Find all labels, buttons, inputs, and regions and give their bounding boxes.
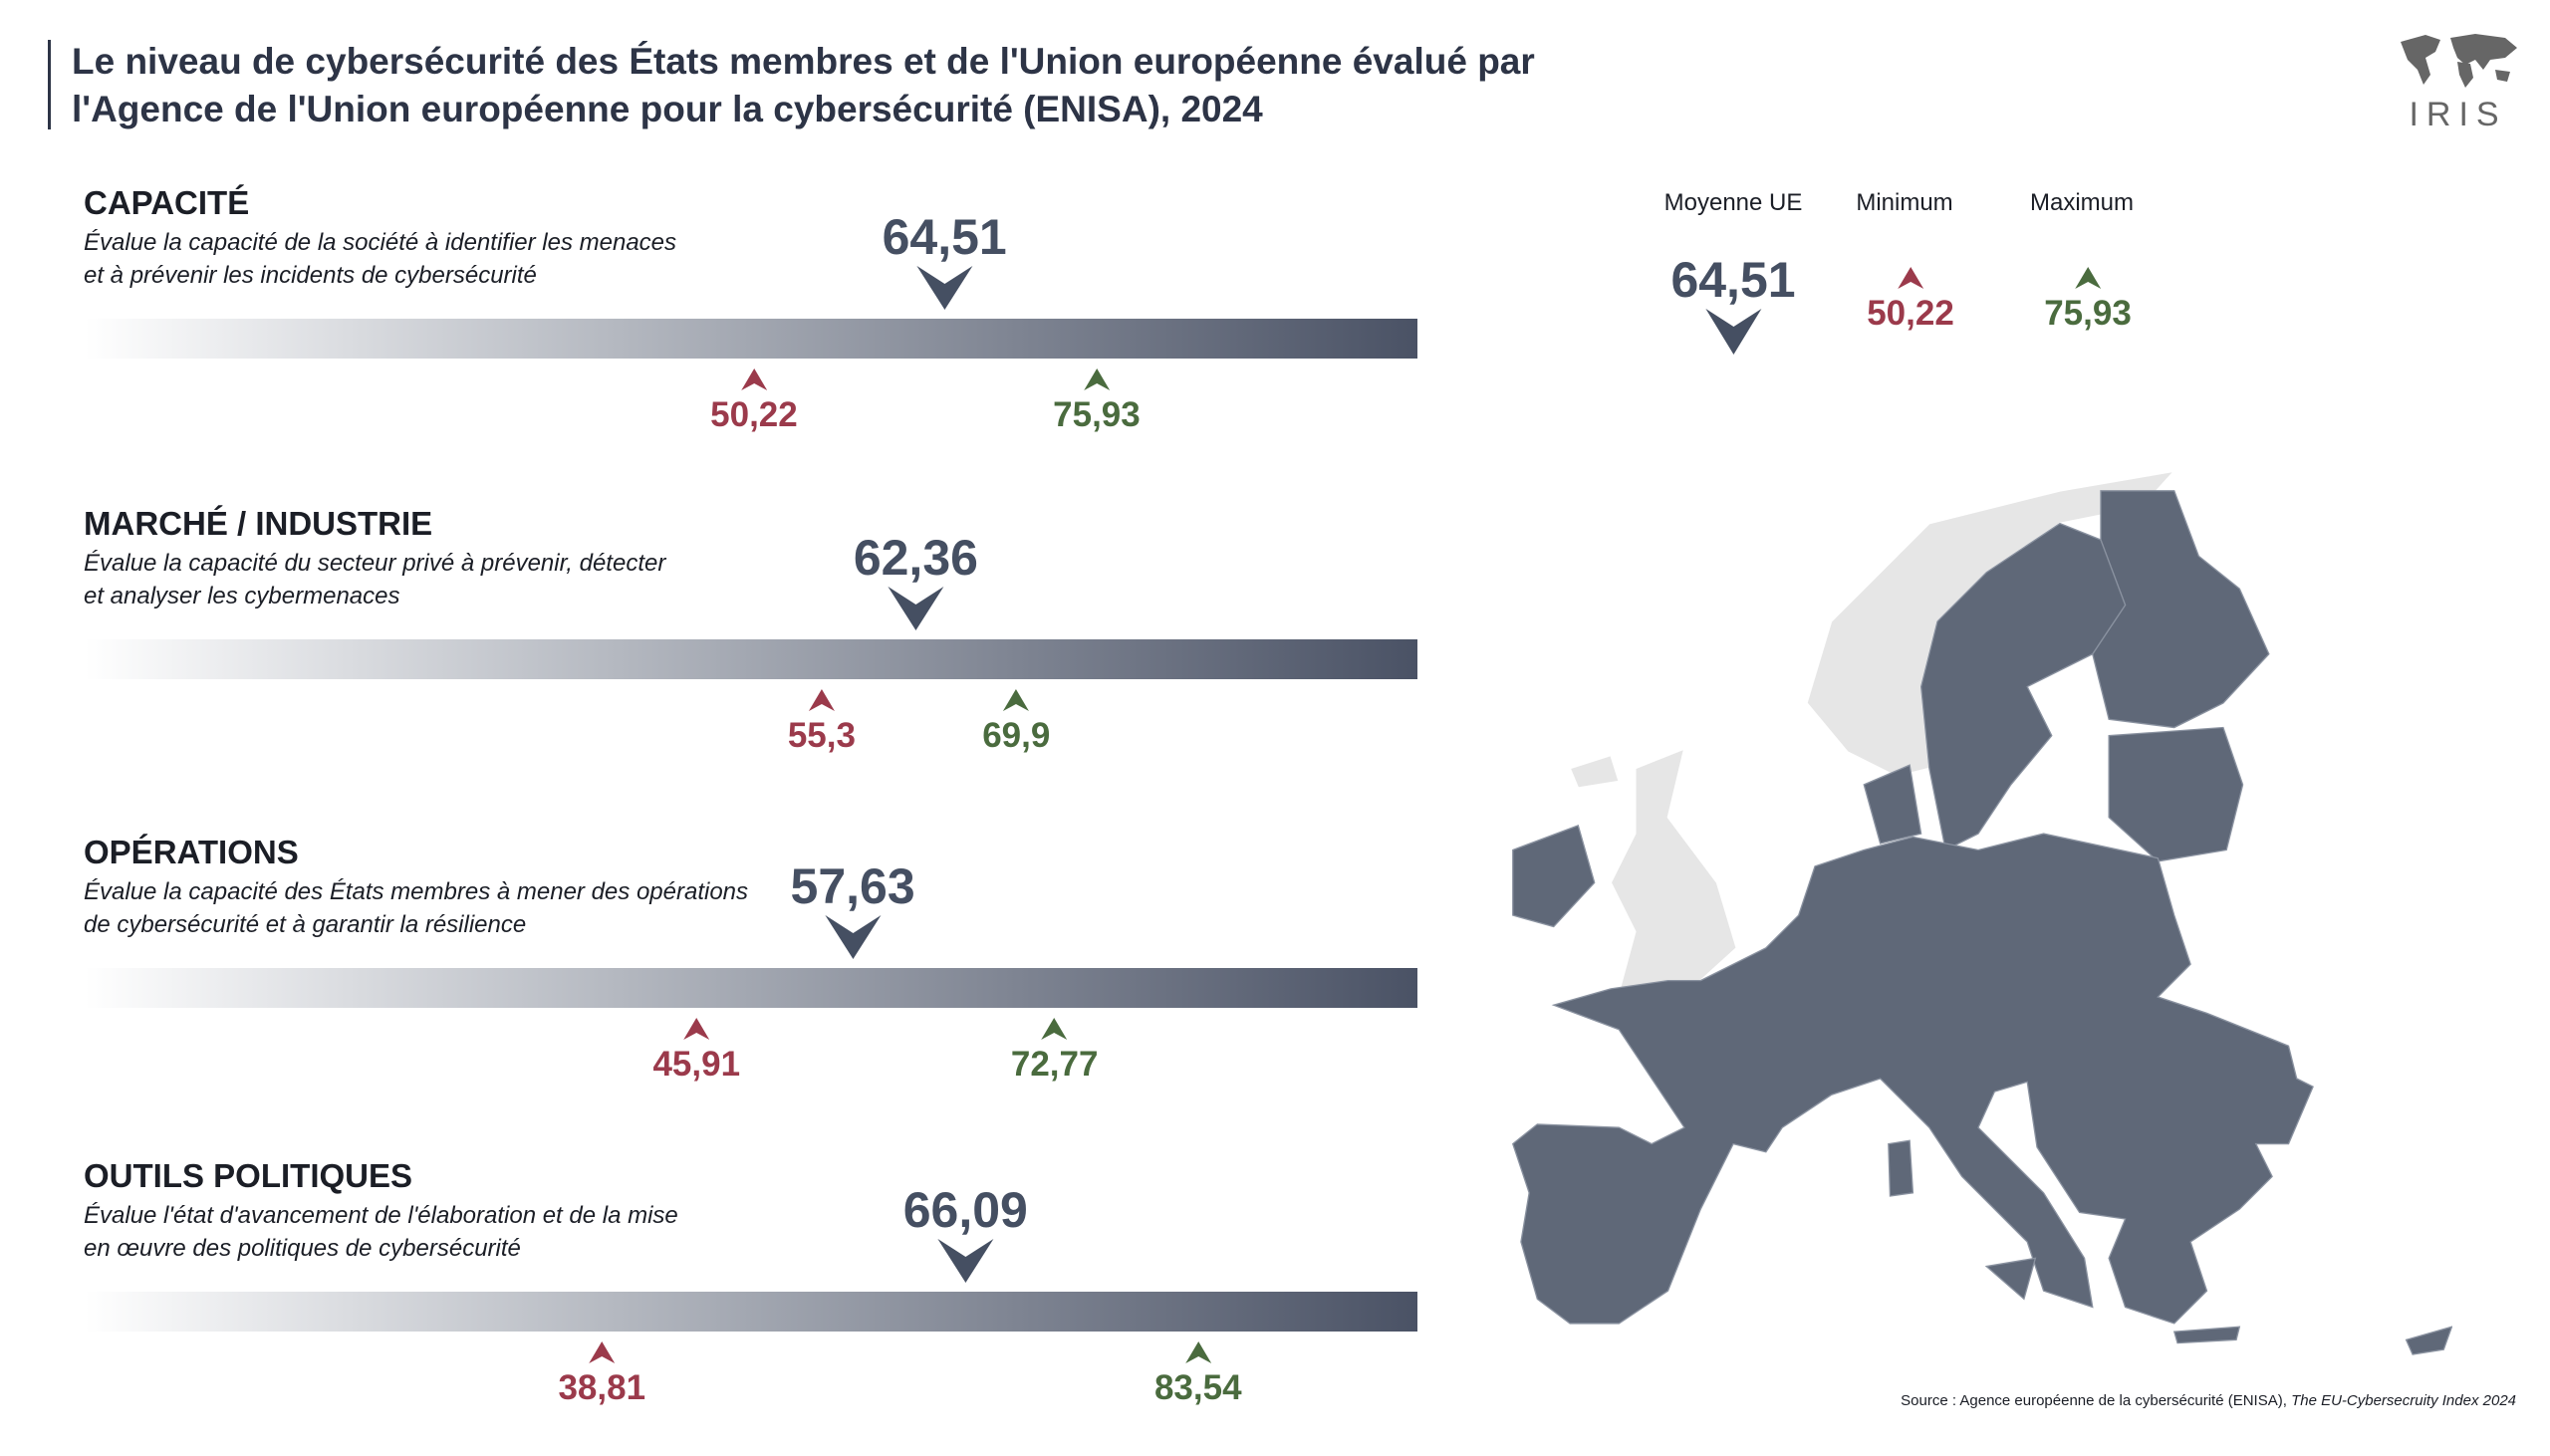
up-arrow-icon: [589, 1341, 616, 1363]
legend-avg-value: 64,51: [1670, 252, 1796, 308]
world-map-icon: [2401, 34, 2517, 88]
maximum-marker: 69,9: [982, 689, 1050, 756]
minimum-value-label: 38,81: [558, 1368, 646, 1407]
description-line-1: Évalue la capacité du secteur privé à pr…: [84, 550, 666, 577]
up-arrow-icon: [1184, 1341, 1211, 1363]
map-cyprus: [2405, 1326, 2452, 1355]
description-line-1: Évalue la capacité des États membres à m…: [84, 878, 749, 905]
minimum-marker: 55,3: [788, 689, 856, 756]
title-rule: [48, 40, 51, 129]
map-continental-eu: [1511, 833, 2314, 1325]
up-arrow-icon: [2075, 267, 2101, 289]
map-ireland: [1512, 825, 1596, 928]
map-baltics: [2108, 726, 2244, 862]
score-bar: [85, 639, 1417, 679]
category-description: Évalue la capacité de la société à ident…: [84, 226, 781, 292]
map-iceland-faroe: [1569, 754, 1621, 790]
average-value-label: 57,63: [790, 858, 915, 914]
category-section: OUTILS POLITIQUES Évalue l'état d'avance…: [0, 1157, 1444, 1456]
maximum-value-label: 83,54: [1153, 1368, 1242, 1407]
average-value-label: 62,36: [853, 530, 978, 586]
down-arrow-icon: [937, 1239, 994, 1283]
europe-map: [1511, 469, 2452, 1355]
legend-avg-label: Moyenne UE: [1663, 189, 1803, 216]
maximum-value-label: 75,93: [1053, 395, 1141, 434]
category-description: Évalue l'état d'avancement de l'élaborat…: [84, 1199, 781, 1265]
minimum-marker: 50,22: [710, 368, 798, 435]
up-arrow-icon: [1898, 267, 1923, 289]
title-line-2: l'Agence de l'Union européenne pour la c…: [72, 89, 1263, 129]
map-denmark: [1863, 764, 1922, 845]
maximum-marker: 83,54: [1154, 1341, 1242, 1408]
map-crete: [2172, 1326, 2241, 1344]
map-sicily: [1984, 1257, 2037, 1301]
legend-avg-marker: 64,51: [1670, 251, 1796, 360]
description-line-2: et à prévenir les incidents de cybersécu…: [84, 262, 537, 289]
average-value-label: 66,09: [902, 1182, 1028, 1238]
legend-min-marker: 50,22: [1867, 267, 1954, 334]
description-line-2: et analyser les cybermenaces: [84, 583, 400, 609]
map-sweden: [1919, 522, 2127, 851]
up-arrow-icon: [1041, 1018, 1068, 1040]
page-title: Le niveau de cybersécurité des États mem…: [72, 38, 1535, 133]
legend-min-value: 50,22: [1867, 294, 1954, 333]
down-arrow-icon: [888, 587, 944, 630]
minimum-value-label: 45,91: [652, 1045, 741, 1084]
title-line-1: Le niveau de cybersécurité des États mem…: [72, 41, 1535, 82]
category-title: OUTILS POLITIQUES: [84, 1157, 413, 1194]
maximum-marker: 72,77: [1010, 1018, 1099, 1085]
source-prefix: Source : Agence européenne de la cybersé…: [1901, 1392, 2292, 1409]
down-arrow-icon: [916, 266, 973, 310]
up-arrow-icon: [1003, 689, 1030, 711]
iris-logo: IRIS: [2396, 30, 2520, 134]
category-title: OPÉRATIONS: [84, 834, 299, 870]
category-section: OPÉRATIONS Évalue la capacité des États …: [0, 834, 1444, 1132]
maximum-marker: 75,93: [1053, 368, 1141, 435]
category-title: CAPACITÉ: [84, 184, 250, 221]
description-line-1: Évalue la capacité de la société à ident…: [84, 229, 677, 256]
up-arrow-icon: [1083, 368, 1110, 390]
score-bar: [85, 1292, 1417, 1332]
minimum-value-label: 55,3: [787, 716, 856, 755]
up-arrow-icon: [683, 1018, 710, 1040]
minimum-value-label: 50,22: [710, 395, 798, 434]
legend-min-label: Minimum: [1856, 189, 1953, 216]
average-marker: 66,09: [903, 1181, 1028, 1288]
average-value-label: 64,51: [882, 209, 1007, 265]
legend-max-value: 75,93: [2044, 294, 2132, 333]
up-arrow-icon: [740, 368, 767, 390]
down-arrow-icon: [825, 915, 882, 959]
up-arrow-icon: [808, 689, 835, 711]
maximum-value-label: 69,9: [982, 716, 1051, 755]
map-sardinia: [1888, 1139, 1914, 1197]
source-note: Source : Agence européenne de la cybersé…: [1901, 1392, 2516, 1409]
description-line-2: en œuvre des politiques de cybersécurité: [84, 1235, 521, 1262]
down-arrow-icon: [1705, 309, 1761, 355]
score-bar: [85, 319, 1417, 359]
score-bar: [85, 968, 1417, 1008]
minimum-marker: 38,81: [558, 1341, 645, 1408]
map-uk: [1610, 747, 1738, 994]
maximum-value-label: 72,77: [1010, 1045, 1099, 1084]
average-marker: 57,63: [791, 857, 915, 964]
legend-max-label: Maximum: [2029, 189, 2135, 216]
minimum-marker: 45,91: [652, 1018, 740, 1085]
category-description: Évalue la capacité des États membres à m…: [84, 875, 781, 941]
source-title: The EU-Cybersecruity Index 2024: [2291, 1392, 2516, 1409]
category-section: MARCHÉ / INDUSTRIE Évalue la capacité du…: [0, 505, 1444, 804]
logo-text: IRIS: [2409, 96, 2507, 133]
description-line-2: de cybersécurité et à garantir la résili…: [84, 911, 527, 938]
average-marker: 64,51: [883, 208, 1007, 315]
category-title: MARCHÉ / INDUSTRIE: [84, 505, 433, 542]
category-section: CAPACITÉ Évalue la capacité de la sociét…: [0, 184, 1444, 483]
average-marker: 62,36: [854, 529, 978, 635]
description-line-1: Évalue l'état d'avancement de l'élaborat…: [84, 1202, 678, 1229]
category-description: Évalue la capacité du secteur privé à pr…: [84, 547, 781, 612]
legend-max-marker: 75,93: [2044, 267, 2132, 334]
